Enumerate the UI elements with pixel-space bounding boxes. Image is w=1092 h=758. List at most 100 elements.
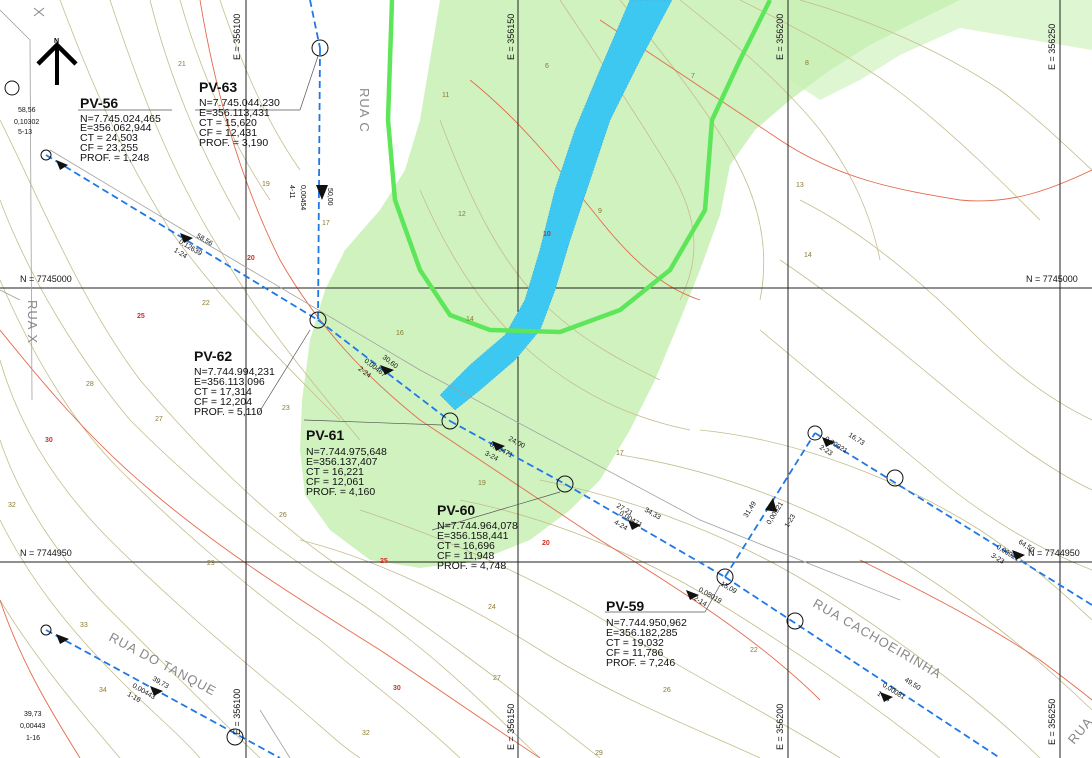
easting-label-top-3: E = 356200	[775, 14, 785, 60]
pv63-info: PV-63 N=7.745.044,230 E=356.113,431 CT =…	[199, 79, 280, 149]
pv59-line-2: E=356.182,285	[606, 627, 678, 639]
manhole-pv56	[40, 149, 52, 161]
pv62-line-2: E=356.113,096	[194, 376, 265, 388]
svg-text:34: 34	[99, 687, 107, 694]
manhole-pv63	[311, 39, 329, 57]
easting-label-bottom-4: E = 356250	[1047, 699, 1057, 745]
pv63-line-5: PROF. = 3,190	[199, 137, 268, 149]
segment-cach-bottom: 49,50 0,00081 1-14	[876, 677, 922, 704]
pv61-name: PV-61	[306, 427, 344, 443]
pv63-line-2: E=356.113,431	[199, 107, 270, 119]
svg-text:19: 19	[262, 181, 270, 188]
sewer-lines	[45, 0, 1092, 758]
flow-arrows	[56, 160, 1025, 702]
pv60-line-4: CF = 11,948	[437, 550, 494, 562]
svg-text:21: 21	[178, 61, 186, 68]
pv60-line-1: N=7.744.964,078	[437, 520, 518, 532]
svg-text:19: 19	[478, 480, 486, 487]
northing-label-right-1: N = 7745000	[1026, 274, 1078, 284]
svg-text:20: 20	[542, 540, 550, 547]
edge-length: 58,56	[18, 107, 36, 114]
pv63-line-3: CT = 15,620	[199, 117, 257, 129]
manholes	[4, 39, 904, 746]
pv60-line-3: CT = 16,696	[437, 540, 495, 552]
easting-label-bottom-1: E = 356100	[232, 689, 242, 735]
svg-text:27: 27	[155, 416, 163, 423]
svg-text:20: 20	[247, 255, 255, 262]
pv63-line-4: CF = 12,431	[199, 127, 257, 139]
svg-text:30: 30	[393, 685, 401, 692]
street-label-rua-c: RUA C	[357, 88, 372, 133]
pv59-line-1: N=7.744.950,962	[606, 617, 687, 629]
pv61-line-5: PROF. = 4,160	[306, 486, 375, 498]
manhole-east	[886, 469, 904, 487]
svg-text:30: 30	[45, 437, 53, 444]
pv60-name: PV-60	[437, 502, 475, 518]
pv63-line-1: N=7.745.044,230	[199, 97, 280, 109]
northing-label-left-2: N = 7744950	[20, 548, 72, 558]
easting-label-bottom-3: E = 356200	[775, 704, 785, 750]
pv60-line-5: PROF. = 4,748	[437, 560, 506, 572]
svg-text:12: 12	[458, 211, 466, 218]
pv59-line-3: CT = 19,032	[606, 637, 664, 649]
edge-slope: 0,00443	[20, 723, 45, 730]
edge-length: 39,73	[24, 711, 42, 718]
svg-text:14: 14	[466, 316, 474, 323]
northing-label-right-2: N = 7744950	[1028, 548, 1080, 558]
flood-zone-upper-right	[780, 0, 1092, 100]
svg-text:29: 29	[595, 750, 603, 757]
svg-text:33: 33	[80, 622, 88, 629]
pv56-line-1: N=7.745.024,465	[80, 113, 161, 125]
property-lines	[0, 9, 901, 758]
pv59-line-5: PROF. = 7,246	[606, 657, 675, 669]
pv60-info: PV-60 N=7.744.964,078 E=356.158,441 CT =…	[437, 502, 518, 572]
svg-text:7: 7	[691, 73, 695, 80]
seg-length: 49,50	[903, 677, 922, 692]
seg-length: 31,49	[743, 500, 758, 519]
pv59-line-4: CF = 11,786	[606, 647, 663, 659]
segment-56-62: 58,56 0,12639 1-24	[172, 233, 213, 261]
seg-code: 4-11	[288, 185, 295, 199]
svg-text:32: 32	[362, 730, 370, 737]
pv56-line-5: PROF. = 1,248	[80, 152, 149, 164]
svg-text:13: 13	[796, 182, 804, 189]
svg-text:28: 28	[86, 381, 94, 388]
svg-text:16: 16	[396, 330, 404, 337]
pv62-name: PV-62	[194, 348, 232, 364]
seg-length: 64,50	[1017, 539, 1036, 554]
seg-length: 34,33	[643, 507, 662, 522]
manhole-pv60	[556, 475, 574, 493]
svg-text:23: 23	[282, 405, 290, 412]
svg-text:22: 22	[750, 647, 758, 654]
pv62-line-3: CT = 17,314	[194, 386, 252, 398]
manhole-sw	[40, 624, 52, 636]
pv61-line-4: CF = 12,061	[306, 476, 364, 488]
easting-label-top-4: E = 356250	[1047, 24, 1057, 70]
manhole-bottom	[226, 728, 244, 746]
manhole-pv62	[309, 311, 327, 329]
pv56-name: PV-56	[80, 95, 118, 111]
manhole-left-edge	[4, 80, 20, 96]
pv61-line-1: N=7.744.975,648	[306, 446, 387, 458]
edge-label-top-left: 58,56 0,10302 5-13	[14, 107, 39, 136]
svg-text:6: 6	[545, 63, 549, 70]
pv61-info: PV-61 N=7.744.975,648 E=356.137,407 CT =…	[306, 427, 387, 498]
pv62-line-4: CF = 12,204	[194, 396, 252, 408]
svg-text:8: 8	[805, 60, 809, 67]
flood-zone-area	[300, 0, 960, 568]
street-label-rua-cachoeirinha: RUA CACHOEIRINHA	[811, 596, 945, 682]
pv61-line-3: CT = 16,221	[306, 466, 364, 478]
manhole-pv61	[441, 412, 459, 430]
easting-label-top-2: E = 356150	[506, 14, 516, 60]
contour-labels: 21 20 19 17 22 25 28 27 30 32 26 24 23 2…	[8, 60, 812, 757]
street-label-rua-x: RUA X	[25, 300, 40, 344]
svg-text:10: 10	[543, 231, 551, 238]
easting-label-top-1: E = 356100	[232, 14, 242, 60]
segment-59-cach: 15,09 0,08019 2-14	[692, 581, 738, 609]
pv56-line-3: CT = 24,503	[80, 132, 138, 144]
svg-text:26: 26	[663, 687, 671, 694]
easting-label-bottom-2: E = 356150	[506, 704, 516, 750]
